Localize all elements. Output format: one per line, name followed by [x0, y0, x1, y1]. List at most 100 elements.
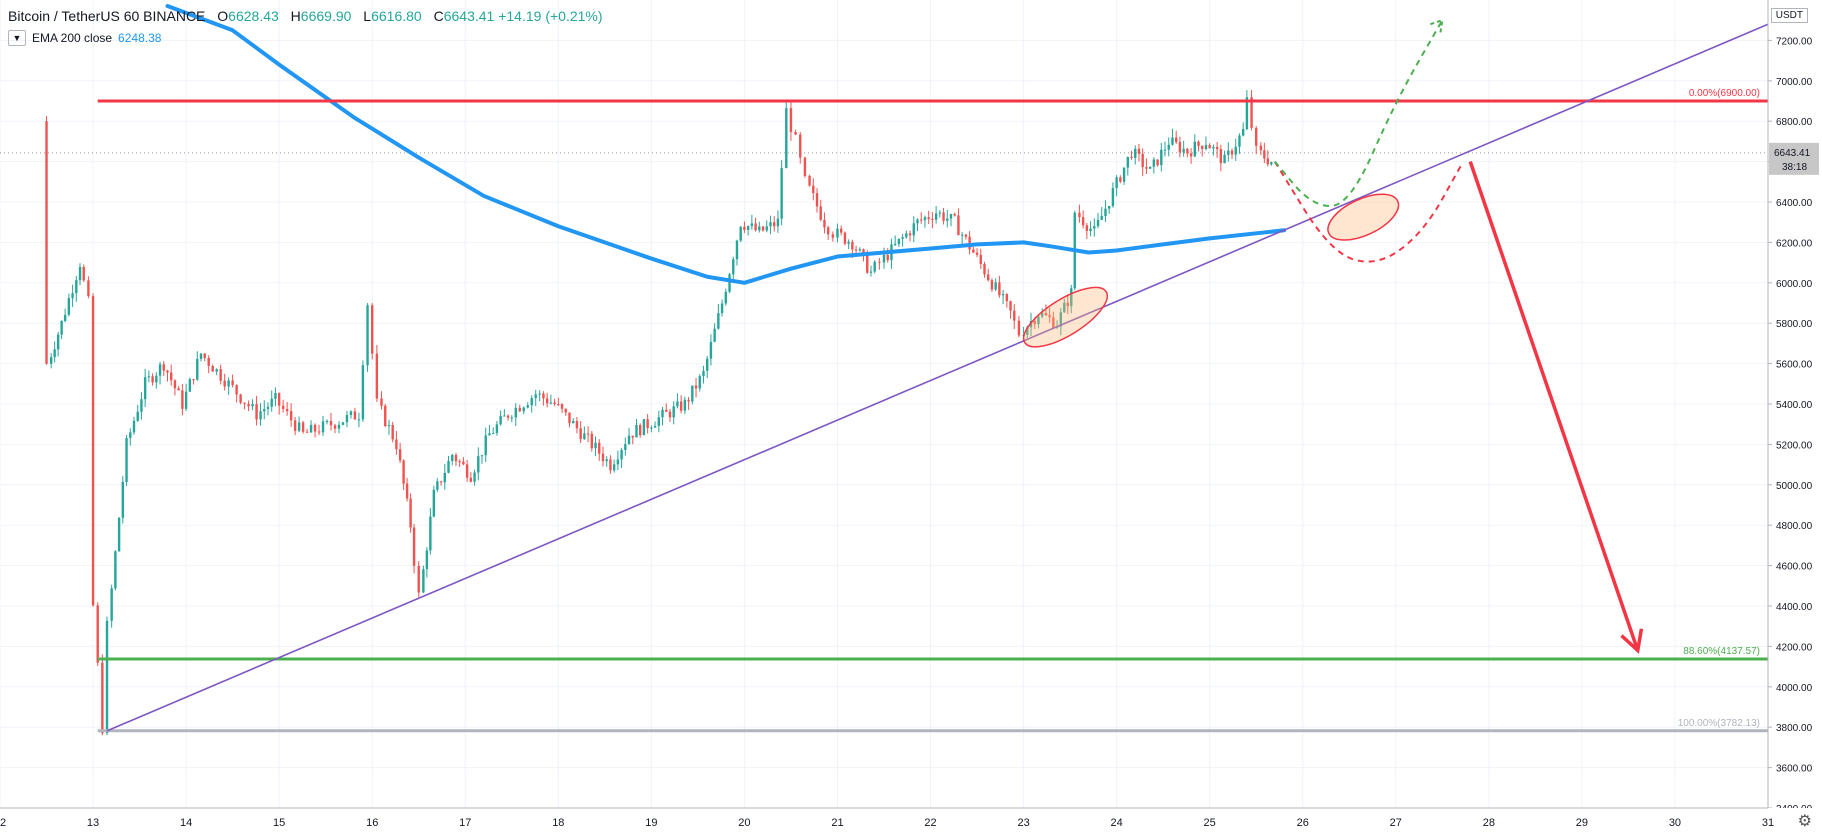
candle-body	[739, 226, 742, 241]
candle-body	[901, 237, 904, 239]
candle-body	[598, 442, 601, 454]
candle-body	[1009, 301, 1012, 311]
candle-body	[1263, 150, 1266, 159]
candle-body	[443, 472, 446, 483]
currency-label[interactable]: USDT	[1770, 8, 1808, 23]
candle-body	[136, 411, 139, 421]
candle-body	[91, 296, 95, 606]
candle-body	[720, 303, 724, 314]
candle-body	[56, 334, 60, 350]
current-price-tag	[1769, 142, 1819, 175]
candle-body	[462, 461, 465, 465]
candle-body	[325, 420, 329, 422]
symbol-name[interactable]: Bitcoin / TetherUS	[8, 8, 120, 24]
candle-body	[776, 218, 780, 227]
candle-body	[192, 379, 195, 381]
candle-body	[564, 408, 567, 413]
candle-body	[289, 411, 293, 421]
candle-body	[184, 391, 188, 409]
candle-body	[1152, 159, 1156, 167]
candle-body	[255, 404, 258, 420]
candle-body	[616, 459, 620, 465]
price-axis-label: 6400.00	[1776, 198, 1813, 209]
candle-body	[1085, 225, 1089, 232]
candle-body	[125, 437, 128, 483]
candle-body	[560, 404, 564, 409]
candle-body	[586, 433, 590, 435]
candle-body	[1070, 288, 1073, 307]
candle-body	[923, 217, 927, 221]
candle-body	[772, 222, 776, 227]
current-price-value: 6643.41	[1774, 148, 1811, 159]
candle-body	[1156, 159, 1159, 166]
candle-body	[1234, 146, 1237, 155]
candle-body	[514, 407, 517, 418]
fib-level-label: 0.00%(6900.00)	[1689, 88, 1760, 99]
candle-body	[761, 226, 765, 231]
candle-body	[665, 409, 668, 412]
candle-body	[170, 372, 173, 381]
interval[interactable]: 60	[123, 8, 140, 24]
candle-body	[866, 253, 869, 273]
candle-body	[612, 464, 616, 471]
candle-body	[49, 357, 53, 364]
candle-body	[609, 459, 612, 471]
candle-body	[953, 214, 956, 216]
candle-body	[694, 385, 698, 389]
exchange: BINANCE	[143, 8, 206, 24]
candle-body	[361, 365, 365, 420]
candle-body	[1219, 149, 1223, 164]
candle-body	[247, 403, 250, 407]
candle-body	[227, 380, 230, 387]
candle-body	[231, 380, 234, 386]
candle-body	[702, 370, 705, 377]
chevron-down-icon[interactable]: ▼	[8, 30, 26, 46]
candle-body	[927, 217, 930, 220]
candle-body	[140, 399, 143, 412]
candle-body	[211, 365, 214, 372]
candle-body	[916, 219, 919, 224]
candle-body	[605, 459, 608, 462]
candle-body	[920, 219, 923, 221]
candle-body	[862, 249, 865, 254]
candle-body	[1066, 302, 1069, 307]
candle-body	[1212, 146, 1215, 149]
candle-body	[522, 407, 525, 412]
candle-body	[337, 424, 341, 429]
indicator-legend[interactable]: ▼ EMA 200 close 6248.38	[8, 30, 161, 46]
candle-body	[979, 254, 982, 265]
time-axis-label: 16	[366, 817, 378, 829]
candle-body	[488, 433, 491, 436]
candle-body	[785, 108, 788, 169]
candle-body	[886, 254, 889, 261]
candle-body	[132, 420, 136, 433]
candle-body	[439, 481, 443, 483]
candle-body	[151, 376, 154, 383]
time-axis-label: 18	[552, 817, 564, 829]
candle-body	[912, 223, 915, 236]
time-axis-label: 30	[1669, 817, 1681, 829]
candle-body	[882, 254, 886, 263]
candle-body	[45, 121, 48, 364]
candle-body	[709, 341, 713, 359]
candle-body	[503, 415, 506, 417]
candle-body	[285, 408, 289, 412]
candle-body	[1033, 320, 1036, 325]
candle-body	[1078, 212, 1081, 218]
low-value: 6616.80	[371, 8, 422, 24]
gear-icon[interactable]: ⚙	[1797, 813, 1812, 830]
highlight-zone	[1327, 193, 1400, 241]
candle-body	[831, 234, 835, 238]
candle-body	[1044, 312, 1048, 316]
candle-body	[207, 357, 210, 366]
candle-body	[266, 406, 270, 410]
price-axis-label: 4800.00	[1776, 521, 1813, 532]
candle-body	[345, 415, 349, 423]
candle-body	[436, 481, 439, 490]
candle-body	[114, 551, 117, 589]
time-axis-label: 17	[459, 817, 471, 829]
candle-body	[147, 376, 151, 378]
candle-body	[309, 424, 313, 433]
candle-body	[117, 517, 121, 552]
